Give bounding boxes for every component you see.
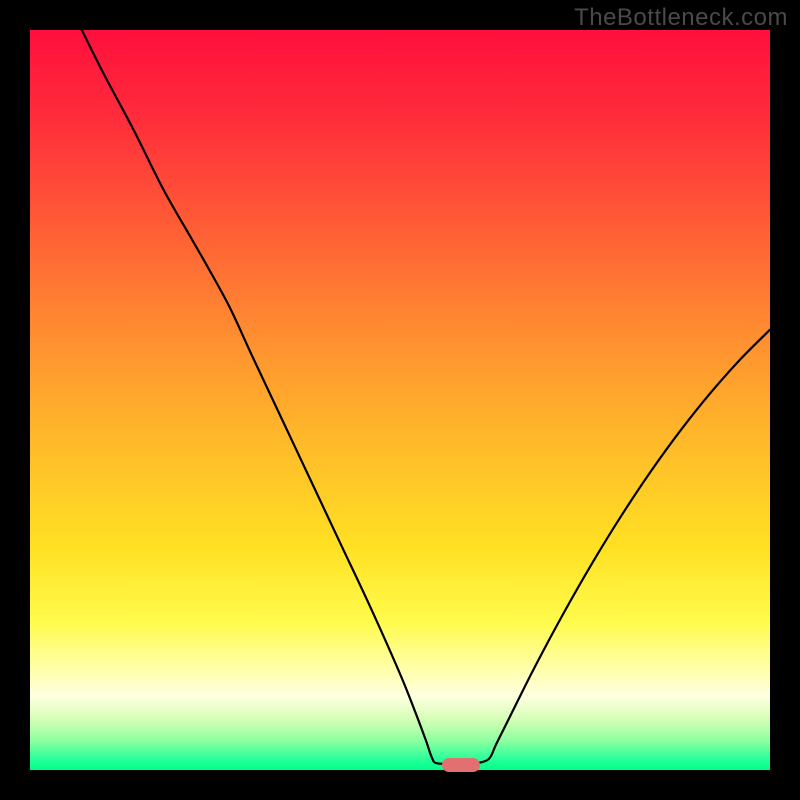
watermark-text: TheBottleneck.com [574, 4, 788, 32]
optimal-marker [442, 758, 480, 772]
plot-area [30, 30, 770, 770]
bottleneck-curve [30, 30, 770, 770]
chart-frame: TheBottleneck.com [0, 0, 800, 800]
